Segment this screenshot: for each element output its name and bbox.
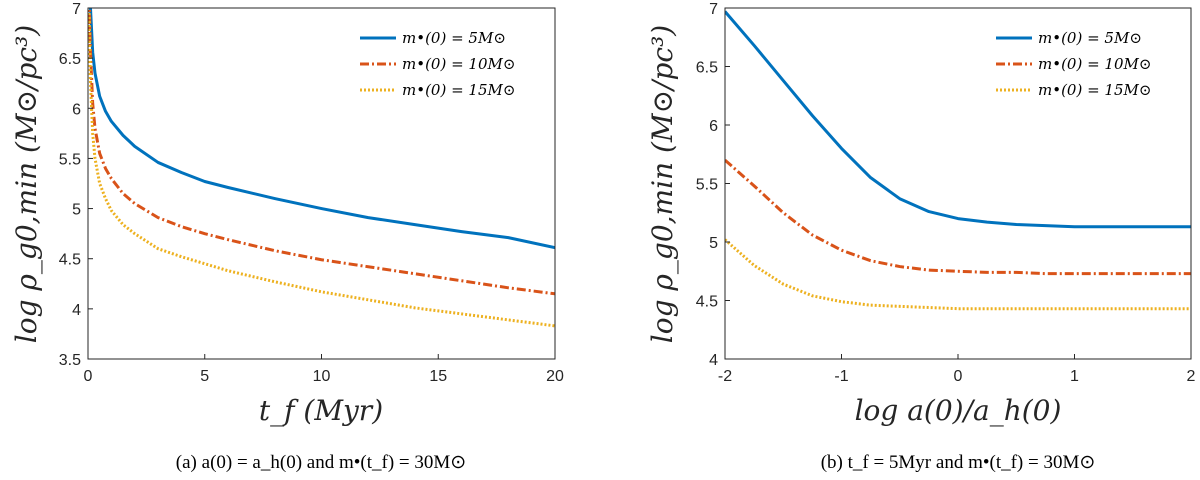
panel-b-xlabel: log a(0)/a_h(0) xyxy=(855,394,1062,427)
panel-a-x-tick-label: 5 xyxy=(200,368,209,385)
panel-b-y-tick-label: 5.5 xyxy=(696,177,718,194)
panel-a-y-tick-label: 4.5 xyxy=(59,252,81,269)
panel-b-legend: m•(0) = 5M⊙ m•(0) = 10M⊙ m•(0) = 15M⊙ xyxy=(996,29,1151,99)
panel-a-y-tick-label: 6.5 xyxy=(59,51,81,68)
panel-a-legend: m•(0) = 5M⊙ m•(0) = 10M⊙ m•(0) = 15M⊙ xyxy=(360,29,515,99)
panel-b-series-line-0 xyxy=(725,10,1191,229)
panel-a-y-tick-label: 4 xyxy=(72,302,81,319)
panel-b-caption: (b) t_f = 5Myr and m•(t_f) = 30M⊙ xyxy=(821,452,1096,473)
panel-b-y-tick-label: 4.5 xyxy=(696,294,718,311)
panel-b-x-ticks: -2 -1 0 1 2 xyxy=(718,354,1196,385)
panel-b-legend-label-2: m•(0) = 15M⊙ xyxy=(1038,81,1151,99)
panel-a-x-tick-label: 20 xyxy=(546,368,564,385)
panel-b-x-tick-label: -2 xyxy=(718,368,732,385)
panel-b-y-ticks: 4 4.5 5 5.5 6 6.5 7 xyxy=(696,1,730,369)
panel-b-x-tick-label: 0 xyxy=(954,368,963,385)
panel-a-legend-label-0: m•(0) = 5M⊙ xyxy=(402,29,506,47)
panel-b-y-tick-label: 4 xyxy=(709,352,718,369)
panel-a-xlabel: t_f (Myr) xyxy=(259,394,383,427)
panel-a-caption: (a) a(0) = a_h(0) and m•(t_f) = 30M⊙ xyxy=(176,452,466,473)
panel-a-legend-label-1: m•(0) = 10M⊙ xyxy=(402,55,515,73)
panel-b-y-tick-label: 6 xyxy=(709,118,718,135)
panel-a-series xyxy=(88,8,555,328)
panel-a-y-tick-label: 6 xyxy=(72,101,81,118)
panel-a-series-line-2 xyxy=(88,12,555,328)
panel-b-y-tick-label: 6.5 xyxy=(696,60,718,77)
panel-b-x-tick-label: 2 xyxy=(1187,368,1196,385)
panel-b: -2 -1 0 1 2 4 4.5 5 5.5 6 6.5 7 log ρ_g0,min (M⊙/p… xyxy=(646,1,1196,473)
panel-a-ylabel: log ρ_g0,min (M⊙/pc³) xyxy=(10,25,43,343)
panel-a-series-line-0 xyxy=(88,8,555,250)
panel-a-x-ticks: 0 5 10 15 20 xyxy=(84,354,564,385)
panel-b-x-tick-label: -1 xyxy=(834,368,848,385)
panel-b-legend-label-1: m•(0) = 10M⊙ xyxy=(1038,55,1151,73)
panel-a-x-tick-label: 10 xyxy=(313,368,331,385)
panel-a-x-tick-label: 0 xyxy=(84,368,93,385)
panel-b-ylabel: log ρ_g0,min (M⊙/pc³) xyxy=(646,25,679,343)
panel-a-x-tick-label: 15 xyxy=(429,368,447,385)
panel-b-y-tick-label: 5 xyxy=(709,235,718,252)
panel-a: 0 5 10 15 20 3.5 4 4.5 5 5.5 6 6.5 7 log ρ_g0,min (… xyxy=(10,1,564,473)
panel-b-series xyxy=(725,10,1191,311)
panel-a-y-ticks: 3.5 4 4.5 5 5.5 6 6.5 7 xyxy=(59,1,93,369)
panel-b-series-line-1 xyxy=(725,158,1191,276)
panel-a-y-tick-label: 5 xyxy=(72,202,81,219)
panel-b-legend-label-0: m•(0) = 5M⊙ xyxy=(1038,29,1142,47)
panel-a-y-tick-label: 3.5 xyxy=(59,352,81,369)
panel-a-series-line-1 xyxy=(88,8,555,296)
panel-a-legend-label-2: m•(0) = 15M⊙ xyxy=(402,81,515,99)
panel-b-x-tick-label: 1 xyxy=(1070,368,1079,385)
panel-b-y-tick-label: 7 xyxy=(709,1,718,18)
panel-a-y-tick-label: 7 xyxy=(72,1,81,18)
panel-a-y-tick-label: 5.5 xyxy=(59,151,81,168)
